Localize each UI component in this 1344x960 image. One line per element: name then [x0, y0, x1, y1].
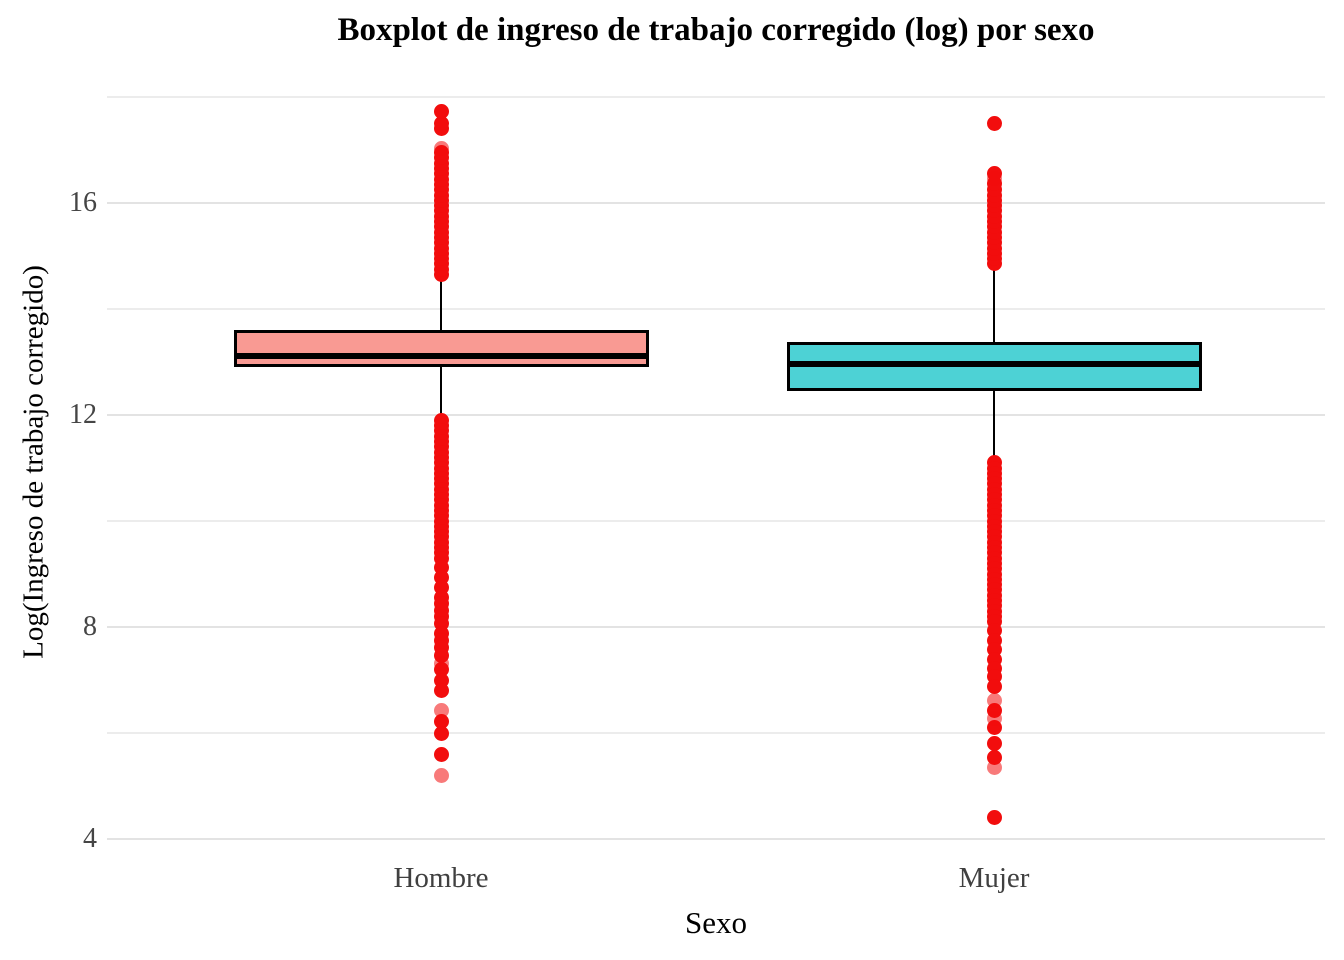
lower-whisker	[993, 391, 995, 463]
outlier-dot	[986, 679, 1002, 695]
gridline-major	[107, 414, 1325, 416]
outlier-dot	[433, 103, 449, 119]
outlier-dot	[433, 746, 449, 762]
lower-whisker	[440, 367, 442, 421]
outlier-dot	[986, 692, 1002, 708]
box-hombre	[233, 330, 649, 368]
y-tick-label: 12	[69, 399, 97, 430]
x-category-label: Mujer	[958, 862, 1030, 894]
x-category-label: Hombre	[393, 862, 489, 894]
outlier-dot	[433, 714, 449, 730]
outlier-dot	[986, 735, 1002, 751]
upper-whisker	[993, 266, 995, 343]
outlier-dot	[986, 170, 1002, 186]
median-line	[789, 360, 1199, 367]
outlier-dot	[986, 710, 1002, 726]
y-tick-label: 8	[83, 611, 97, 642]
gridline-minor	[107, 520, 1325, 522]
y-tick-label: 4	[83, 823, 97, 854]
outlier-dot	[986, 760, 1002, 776]
gridline-major	[107, 626, 1325, 628]
chart-title: Boxplot de ingreso de trabajo corregido …	[337, 12, 1095, 48]
outlier-dot	[986, 809, 1002, 825]
gridline-major	[107, 202, 1325, 204]
box-mujer	[786, 342, 1202, 392]
outlier-dot	[433, 655, 449, 671]
outlier-dot	[433, 702, 449, 718]
gridline-minor	[107, 308, 1325, 310]
x-axis-title: Sexo	[685, 905, 747, 940]
gridline-major	[107, 838, 1325, 840]
outlier-dot	[433, 116, 449, 131]
upper-whisker	[440, 270, 442, 331]
gridline-minor	[107, 96, 1325, 98]
outlier-dot	[433, 725, 449, 741]
gridline-minor	[107, 732, 1325, 734]
y-tick-label: 16	[69, 187, 97, 218]
outlier-dot	[986, 116, 1002, 131]
outlier-dot	[433, 767, 449, 783]
outlier-dot	[433, 140, 449, 156]
outlier-dot	[433, 682, 449, 698]
median-line	[236, 352, 646, 359]
